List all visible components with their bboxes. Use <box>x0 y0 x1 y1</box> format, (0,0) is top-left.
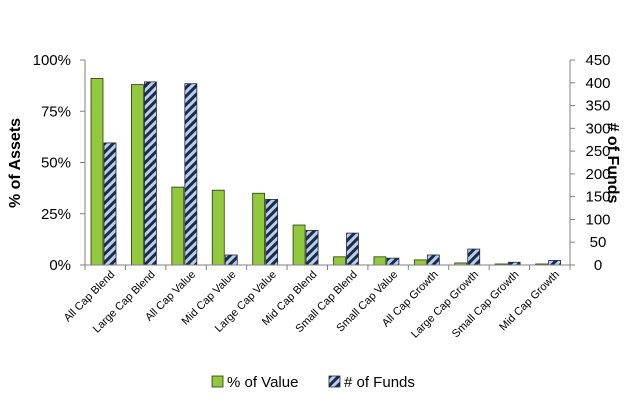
left-tick-label: 50% <box>41 155 71 172</box>
legend: % of Value # of Funds <box>211 374 415 391</box>
bar-funds <box>346 232 359 266</box>
bar-value <box>211 189 225 266</box>
bar-funds <box>548 260 561 266</box>
right-tick-label: 100 <box>585 211 610 228</box>
ticks-group: 0% 25% 50% 75% 100% 0 50 100 150 200 250 300 350 400 4… <box>33 52 611 274</box>
right-tick-label: 450 <box>585 52 610 69</box>
bar-funds <box>103 142 117 266</box>
bar-value <box>131 84 144 266</box>
bar-funds <box>305 229 319 266</box>
legend-swatch-funds <box>328 375 341 388</box>
bar-funds <box>144 81 157 266</box>
legend-swatch-value <box>211 375 224 388</box>
right-tick-label: 0 <box>594 257 602 274</box>
right-tick-label: 150 <box>585 189 610 206</box>
bars-group <box>90 78 561 266</box>
bar-value <box>333 256 346 266</box>
right-tick-label: 50 <box>590 234 607 251</box>
right-tick-label: 250 <box>585 143 610 160</box>
right-tick-label: 350 <box>585 98 610 115</box>
bar-funds <box>426 254 440 266</box>
bar-value <box>292 224 306 266</box>
right-tick-label: 200 <box>585 166 610 183</box>
left-tick-label: 75% <box>41 103 71 120</box>
legend-label-value: % of Value <box>227 374 298 391</box>
left-tick-label: 100% <box>33 52 71 69</box>
left-tick-label: 25% <box>41 206 71 223</box>
bar-value <box>171 186 185 266</box>
bar-funds <box>184 83 198 266</box>
bar-funds <box>224 254 238 266</box>
category-label: Large Cap Growth <box>409 269 481 341</box>
left-axis-title: % of Assets <box>7 118 24 208</box>
bar-value <box>373 256 387 266</box>
bar-value <box>252 192 266 266</box>
bar-funds <box>386 257 400 266</box>
bar-funds <box>467 248 481 266</box>
right-tick-label: 400 <box>585 75 610 92</box>
bar-value <box>90 78 104 266</box>
bar-value <box>413 259 427 266</box>
left-tick-label: 0% <box>49 257 71 274</box>
axes-group <box>80 59 575 270</box>
bar-funds <box>265 198 279 266</box>
right-axis-title: # of Funds <box>604 123 621 204</box>
legend-label-funds: # of Funds <box>344 374 415 391</box>
right-tick-label: 300 <box>585 120 610 137</box>
